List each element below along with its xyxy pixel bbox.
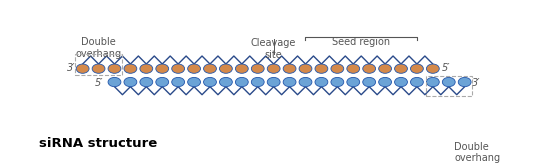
Ellipse shape xyxy=(378,77,392,87)
Ellipse shape xyxy=(331,77,344,87)
Text: Seed region: Seed region xyxy=(332,37,390,47)
Ellipse shape xyxy=(235,77,248,87)
Ellipse shape xyxy=(347,77,360,87)
Ellipse shape xyxy=(124,64,137,73)
Ellipse shape xyxy=(410,64,424,73)
Ellipse shape xyxy=(283,64,296,73)
Ellipse shape xyxy=(108,64,121,73)
Ellipse shape xyxy=(378,64,392,73)
Ellipse shape xyxy=(267,77,280,87)
Text: 3′: 3′ xyxy=(67,63,75,73)
Ellipse shape xyxy=(172,77,185,87)
Text: Double
overhang: Double overhang xyxy=(75,37,122,59)
Ellipse shape xyxy=(458,77,471,87)
Ellipse shape xyxy=(331,64,344,73)
Ellipse shape xyxy=(204,77,216,87)
Ellipse shape xyxy=(92,64,105,73)
Ellipse shape xyxy=(219,77,232,87)
Text: 5′: 5′ xyxy=(442,63,450,73)
Ellipse shape xyxy=(140,77,153,87)
Ellipse shape xyxy=(156,77,169,87)
Ellipse shape xyxy=(251,64,264,73)
Ellipse shape xyxy=(235,64,248,73)
Ellipse shape xyxy=(299,64,312,73)
Ellipse shape xyxy=(394,64,408,73)
Text: siRNA structure: siRNA structure xyxy=(39,137,157,150)
Ellipse shape xyxy=(188,77,201,87)
Text: 5′: 5′ xyxy=(95,78,104,88)
Ellipse shape xyxy=(188,64,201,73)
Text: Cleavage
site: Cleavage site xyxy=(251,38,296,60)
Ellipse shape xyxy=(442,77,455,87)
Ellipse shape xyxy=(347,64,360,73)
Ellipse shape xyxy=(426,64,439,73)
Ellipse shape xyxy=(76,64,89,73)
Ellipse shape xyxy=(315,64,328,73)
Ellipse shape xyxy=(172,64,185,73)
Ellipse shape xyxy=(204,64,216,73)
Text: 3′: 3′ xyxy=(472,78,480,88)
Ellipse shape xyxy=(251,77,264,87)
Ellipse shape xyxy=(315,77,328,87)
Ellipse shape xyxy=(156,64,169,73)
Ellipse shape xyxy=(124,77,137,87)
Ellipse shape xyxy=(394,77,408,87)
Ellipse shape xyxy=(410,77,424,87)
Ellipse shape xyxy=(363,64,376,73)
Ellipse shape xyxy=(219,64,232,73)
Ellipse shape xyxy=(299,77,312,87)
Ellipse shape xyxy=(363,77,376,87)
Ellipse shape xyxy=(140,64,153,73)
Ellipse shape xyxy=(426,77,439,87)
Text: Double
overhang: Double overhang xyxy=(454,142,500,163)
Ellipse shape xyxy=(108,77,121,87)
Ellipse shape xyxy=(283,77,296,87)
Ellipse shape xyxy=(267,64,280,73)
